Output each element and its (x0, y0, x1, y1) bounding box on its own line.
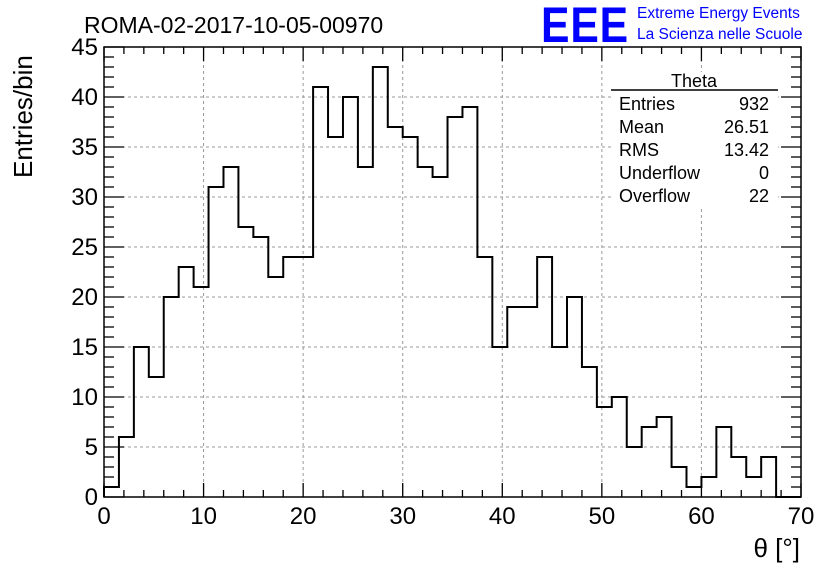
stats-value-mean: 26.51 (724, 117, 769, 137)
stats-label-entries: Entries (619, 94, 675, 114)
histogram-bin (328, 137, 343, 497)
histogram-bin (119, 437, 134, 497)
histogram-bin (149, 377, 164, 497)
histogram-bin (134, 347, 149, 497)
x-tick-label: 50 (589, 503, 616, 530)
histogram-bin (373, 67, 388, 497)
x-tick-label: 60 (688, 503, 715, 530)
logo-line-1: Extreme Energy Events (637, 5, 800, 22)
histogram-bin (194, 287, 209, 497)
histogram-bin (179, 267, 194, 497)
histogram-bin (403, 137, 418, 497)
histogram-bin (552, 347, 567, 497)
histogram-bin (477, 257, 492, 497)
histogram-bin (716, 427, 731, 497)
histogram-bin (209, 187, 224, 497)
eee-logo: EEE Extreme Energy Events La Scienza nel… (541, 0, 802, 53)
histogram-bin (657, 417, 672, 497)
y-tick-label: 25 (71, 234, 98, 261)
histogram-bin (642, 427, 657, 497)
chart-title: ROMA-02-2017-10-05-00970 (84, 12, 383, 38)
stats-label-underflow: Underflow (619, 163, 701, 183)
histogram-bin (582, 367, 597, 497)
histogram-bin (537, 257, 552, 497)
histogram-bin (462, 107, 477, 497)
stats-value-entries: 932 (739, 94, 769, 114)
x-tick-label: 10 (190, 503, 217, 530)
y-tick-label: 10 (71, 384, 98, 411)
histogram-bin (492, 347, 507, 497)
histogram-bin (672, 467, 687, 497)
histogram-bin (164, 297, 179, 497)
histogram-bin (612, 397, 627, 497)
histogram-bin (448, 117, 463, 497)
histogram-bin (522, 307, 537, 497)
stats-label-rms: RMS (619, 140, 659, 160)
histogram-bin (746, 477, 761, 497)
y-tick-label: 40 (71, 84, 98, 111)
histogram-bin (433, 177, 448, 497)
histogram-bin (418, 167, 433, 497)
histogram-bin (627, 447, 642, 497)
histogram-bin (313, 87, 328, 497)
histogram-bin (238, 227, 253, 497)
stats-label-overflow: Overflow (619, 186, 691, 206)
x-tick-labels: 0 10 20 30 40 50 60 70 (97, 503, 814, 530)
x-tick-label: 0 (97, 503, 110, 530)
histogram-bin (104, 487, 119, 497)
stats-box-background (611, 72, 778, 206)
y-tick-label: 35 (71, 134, 98, 161)
x-axis-title: θ [°] (753, 533, 800, 563)
stats-label-mean: Mean (619, 117, 664, 137)
x-tick-label: 70 (788, 503, 815, 530)
y-tick-label: 5 (85, 434, 98, 461)
histogram-bin (358, 167, 373, 497)
y-tick-label: 20 (71, 284, 98, 311)
histogram-bin (731, 457, 746, 497)
y-tick-label: 15 (71, 334, 98, 361)
histogram-bin (597, 407, 612, 497)
y-tick-label: 30 (71, 184, 98, 211)
histogram-bin (701, 477, 716, 497)
histogram-bin (686, 487, 701, 497)
stats-box: Theta Entries 932 Mean 26.51 RMS 13.42 U… (611, 71, 778, 206)
histogram-bin (283, 257, 298, 497)
histogram-bin (298, 257, 313, 497)
logo-mark: EEE (541, 0, 629, 53)
stats-value-rms: 13.42 (724, 140, 769, 160)
y-axis-title: Entries/bin (8, 55, 38, 178)
y-tick-label: 45 (71, 34, 98, 61)
x-tick-label: 30 (389, 503, 416, 530)
stats-value-underflow: 0 (759, 163, 769, 183)
y-tick-labels: 0 5 10 15 20 25 30 35 40 45 (71, 34, 98, 511)
histogram-bin (388, 127, 403, 497)
histogram-bin (507, 307, 522, 497)
histogram-outline (103, 66, 801, 498)
histogram-bin (567, 297, 582, 497)
histogram-bin (253, 237, 268, 497)
histogram-bin (761, 457, 776, 497)
x-tick-label: 40 (489, 503, 516, 530)
histogram-bin (268, 277, 283, 497)
logo-line-2: La Scienza nelle Scuole (637, 26, 802, 43)
stats-title: Theta (671, 71, 718, 91)
y-tick-label: 0 (85, 484, 98, 511)
histogram-bin (223, 167, 238, 497)
plot-frame (103, 46, 802, 498)
histogram-bin (343, 97, 358, 497)
stats-value-overflow: 22 (749, 186, 769, 206)
x-tick-label: 20 (290, 503, 317, 530)
